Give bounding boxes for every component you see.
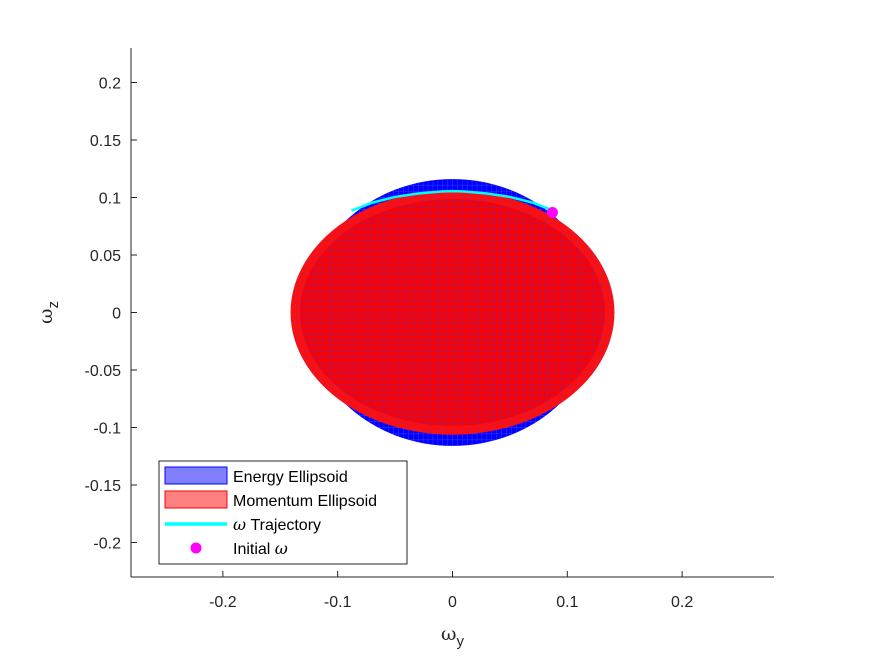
legend-swatch <box>164 490 228 509</box>
y-axis-label-symbol: ω <box>35 309 57 325</box>
y-axis-label: ωz <box>35 301 62 324</box>
momentum-ellipsoid-mesh <box>290 190 615 435</box>
legend-item: Initial ω <box>190 539 288 558</box>
y-axis-label-subscript: z <box>45 301 62 309</box>
legend-label: ω Trajectory <box>233 515 321 534</box>
legend-label: Energy Ellipsoid <box>233 469 348 486</box>
x-tick-label: 0.2 <box>671 594 693 611</box>
x-tick-label: -0.1 <box>324 594 352 611</box>
y-tick-label: -0.2 <box>93 536 121 553</box>
momentum-ellipsoid-surface <box>290 190 615 435</box>
initial-point-marker <box>546 206 558 218</box>
legend-label: Momentum Ellipsoid <box>233 493 377 510</box>
x-axis-label-symbol: ω <box>441 623 457 645</box>
legend-item: Momentum Ellipsoid <box>164 490 377 510</box>
legend-label: Initial ω <box>233 539 288 558</box>
y-tick-label: 0 <box>112 306 121 323</box>
surfaces <box>290 179 615 446</box>
legend: Energy Ellipsoid Momentum Ellipsoid ω Traj… <box>158 460 408 565</box>
y-tick-label: 0.05 <box>90 248 121 265</box>
y-tick-label: -0.05 <box>85 363 122 380</box>
y-tick-label: 0.1 <box>99 191 121 208</box>
legend-swatch <box>164 466 228 485</box>
y-tick-label: 0.2 <box>99 76 121 93</box>
legend-item: Energy Ellipsoid <box>164 466 348 486</box>
x-tick-label: -0.2 <box>209 594 237 611</box>
legend-marker-symbol <box>190 542 202 554</box>
x-tick-label: 0 <box>448 594 457 611</box>
x-axis-label: ωy <box>441 623 465 650</box>
x-tick-label: 0.1 <box>556 594 578 611</box>
y-tick-label: -0.1 <box>93 421 121 438</box>
y-tick-label: 0.15 <box>90 133 121 150</box>
x-axis-ticks: -0.2 -0.1 0 0.1 0.2 <box>209 571 693 611</box>
y-tick-label: -0.15 <box>85 478 122 495</box>
legend-item: ω Trajectory <box>165 515 321 534</box>
y-axis-ticks: 0.2 0.15 0.1 0.05 0 -0.05 -0.1 -0.15 -0.2 <box>85 76 137 553</box>
trajectory-line <box>351 189 554 212</box>
x-axis-label-subscript: y <box>457 633 465 650</box>
